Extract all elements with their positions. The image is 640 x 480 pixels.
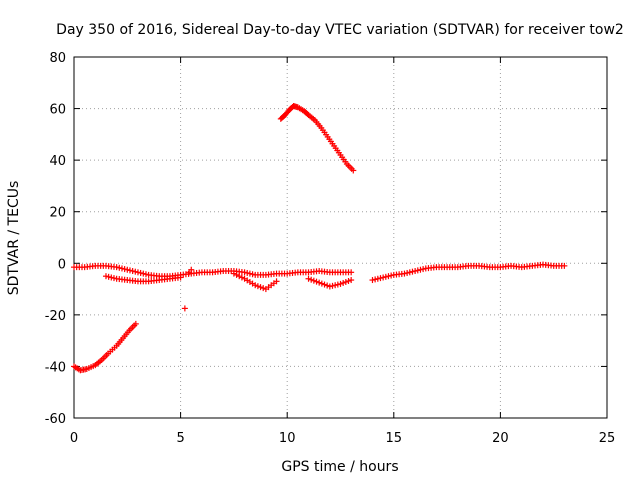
data-point xyxy=(380,272,395,281)
data-point xyxy=(262,280,277,293)
data-point xyxy=(390,270,405,278)
chart-title: Day 350 of 2016, Sidereal Day-to-day VTE… xyxy=(56,22,624,38)
data-point xyxy=(444,264,459,271)
data-point xyxy=(454,263,469,271)
data-point xyxy=(326,281,341,290)
y-tick-label: -60 xyxy=(45,412,66,427)
data-point xyxy=(401,268,416,277)
data-point xyxy=(113,264,128,273)
data-point xyxy=(476,262,491,270)
data-point xyxy=(497,263,512,271)
x-axis-label: GPS time / hours xyxy=(281,459,398,475)
x-tick-label: 5 xyxy=(176,431,184,446)
y-tick-label: -20 xyxy=(45,309,66,324)
data-point xyxy=(98,352,110,363)
data-point xyxy=(369,275,384,284)
data-point xyxy=(540,261,555,269)
data-point xyxy=(316,279,331,289)
data-point xyxy=(132,320,139,327)
data-point xyxy=(124,266,139,275)
data-point xyxy=(252,282,267,292)
data-point xyxy=(230,270,245,281)
series-recovery xyxy=(71,320,139,374)
data-point xyxy=(134,269,149,278)
x-tick-label: 0 xyxy=(70,431,78,446)
data-point xyxy=(301,108,311,118)
series-baseline-b xyxy=(102,273,184,285)
series-baseline-c xyxy=(369,261,568,284)
series-outliers xyxy=(181,266,195,312)
data-point xyxy=(145,277,160,285)
y-tick-label: 60 xyxy=(49,103,66,118)
data-point xyxy=(561,262,568,269)
data-point xyxy=(181,305,188,312)
data-point xyxy=(337,151,349,165)
data-point xyxy=(433,264,448,271)
data-point xyxy=(124,277,139,285)
data-point xyxy=(305,275,320,285)
data-point xyxy=(350,167,357,174)
data-marks xyxy=(71,102,568,374)
x-tick-label: 20 xyxy=(492,431,509,446)
x-tick-label: 15 xyxy=(386,431,403,446)
data-point xyxy=(294,269,309,276)
data-point xyxy=(348,277,355,284)
data-point xyxy=(262,270,277,278)
series-dip-9h xyxy=(230,270,280,293)
data-point xyxy=(102,262,117,270)
y-tick-label: 0 xyxy=(58,257,66,272)
data-point xyxy=(337,278,352,287)
y-tick-label: 20 xyxy=(49,206,66,221)
data-point xyxy=(305,268,320,276)
data-point xyxy=(113,275,128,283)
data-point xyxy=(71,264,85,271)
data-point xyxy=(284,269,299,277)
x-tick-label: 25 xyxy=(599,431,616,446)
data-point xyxy=(508,262,523,270)
y-axis-label: SDTVAR / TECUs xyxy=(6,181,22,296)
data-point xyxy=(348,269,355,276)
data-point xyxy=(209,268,224,276)
data-point xyxy=(518,263,533,271)
data-point xyxy=(177,274,184,281)
data-point xyxy=(422,264,437,272)
axis-ticks: 0 5 10 15 20 25 -60 -40 -20 0 20 40 60 80 xyxy=(45,51,616,446)
data-point xyxy=(241,275,256,287)
y-tick-label: 40 xyxy=(49,154,66,169)
data-point xyxy=(166,274,181,282)
series-dip-12h xyxy=(305,275,355,290)
data-point xyxy=(188,269,203,277)
y-tick-label: -40 xyxy=(45,360,66,375)
grid xyxy=(74,57,607,418)
data-point xyxy=(252,271,267,278)
data-point xyxy=(282,108,292,119)
data-point xyxy=(156,276,171,284)
data-point xyxy=(412,266,427,275)
data-point xyxy=(188,266,195,273)
data-point xyxy=(81,263,96,271)
data-point xyxy=(241,269,256,278)
data-point xyxy=(529,261,544,269)
data-point xyxy=(305,112,317,122)
data-point xyxy=(273,278,280,285)
data-point xyxy=(316,268,331,275)
data-point xyxy=(92,358,104,369)
data-point xyxy=(102,273,117,282)
plot-frame xyxy=(73,56,608,419)
x-tick-label: 10 xyxy=(279,431,296,446)
data-point xyxy=(145,271,160,279)
y-tick-label: 80 xyxy=(49,51,66,66)
data-point xyxy=(126,322,138,334)
series-peak xyxy=(277,102,357,174)
